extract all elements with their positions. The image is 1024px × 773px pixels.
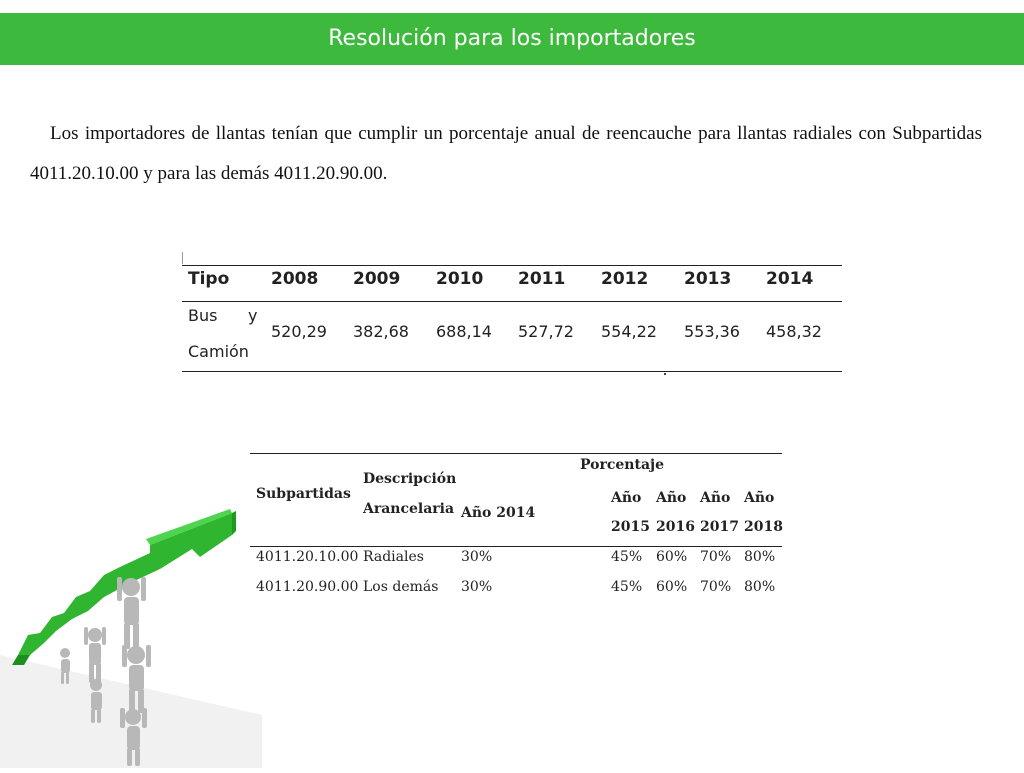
cell-descripcion: Radiales — [363, 549, 424, 565]
header-2018: 2018 — [744, 519, 783, 535]
header-2008: 2008 — [271, 269, 319, 289]
cell-2016: 60% — [656, 579, 688, 595]
header-2012: 2012 — [601, 269, 649, 289]
header-porcentaje: Porcentaje — [580, 457, 664, 473]
team-lifting-arrow-icon — [0, 505, 262, 768]
value-2013: 553,36 — [684, 322, 740, 341]
header-ano: Año — [611, 490, 642, 506]
value-2008: 520,29 — [271, 322, 327, 341]
header-arancelaria: Arancelaria — [363, 501, 455, 517]
header-2011: 2011 — [518, 269, 566, 289]
cell-2014: 30% — [461, 579, 493, 595]
cell-2015: 45% — [611, 549, 643, 565]
table-top-rule — [250, 453, 782, 454]
header-ano: Año — [656, 490, 687, 506]
header-ano: Año — [744, 490, 775, 506]
table-header-rule — [250, 546, 782, 547]
header-ano-2014: Año 2014 — [461, 505, 536, 521]
header-subpartidas: Subpartidas — [256, 486, 351, 502]
percentage-table: Subpartidas Descripción Arancelaria Porc… — [250, 445, 785, 605]
cell-2016: 60% — [656, 549, 688, 565]
cell-subpartida: 4011.20.10.00 — [256, 549, 359, 565]
table-bottom-rule — [182, 371, 842, 372]
value-2012: 554,22 — [601, 322, 657, 341]
slide-title: Resolución para los importadores — [0, 13, 1024, 65]
value-2011: 527,72 — [518, 322, 574, 341]
cell-2014: 30% — [461, 549, 493, 565]
table-corner-mark — [182, 252, 183, 264]
table-top-rule — [182, 265, 842, 266]
header-descripcion: Descripción — [363, 471, 457, 487]
intro-paragraph: Los importadores de llantas tenían que c… — [30, 123, 982, 184]
row-label-bus: Bus — [188, 306, 218, 325]
cell-2017: 70% — [700, 579, 732, 595]
header-ano: Año — [700, 490, 731, 506]
cell-descripcion: Los demás — [363, 579, 439, 595]
header-2017: 2017 — [700, 519, 739, 535]
cell-2015: 45% — [611, 579, 643, 595]
header-2016: 2016 — [656, 519, 695, 535]
header-2014: 2014 — [766, 269, 814, 289]
annual-values-table: Tipo 2008 2009 2010 2011 2012 2013 2014 … — [182, 250, 844, 375]
table-header-rule — [182, 301, 842, 302]
stray-mark — [664, 373, 666, 375]
cell-2017: 70% — [700, 549, 732, 565]
value-2014: 458,32 — [766, 322, 822, 341]
header-2010: 2010 — [436, 269, 484, 289]
row-label-y: y — [248, 306, 258, 325]
header-2013: 2013 — [684, 269, 732, 289]
header-tipo: Tipo — [188, 269, 230, 289]
cell-2018: 80% — [744, 549, 776, 565]
value-2010: 688,14 — [436, 322, 492, 341]
value-2009: 382,68 — [353, 322, 409, 341]
header-2015: 2015 — [611, 519, 650, 535]
header-2009: 2009 — [353, 269, 401, 289]
cell-2018: 80% — [744, 579, 776, 595]
row-label-camion: Camión — [188, 342, 249, 361]
cell-subpartida: 4011.20.90.00 — [256, 579, 359, 595]
